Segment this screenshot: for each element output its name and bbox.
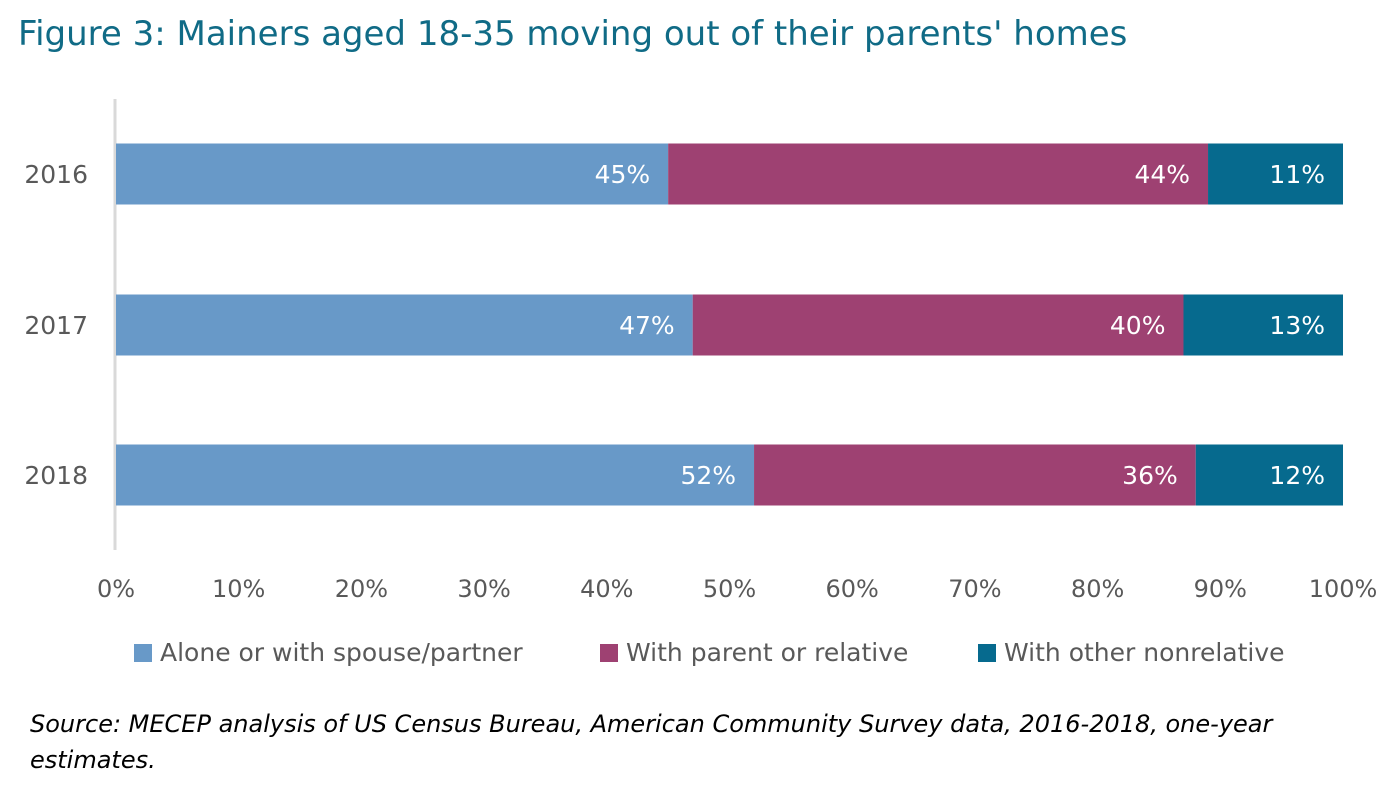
data-label-2018-series-2: 12%	[1269, 461, 1325, 490]
bar-2017-series-1	[692, 294, 1184, 356]
x-tick-label-0: 0%	[97, 575, 135, 603]
bar-2017-series-0	[116, 294, 693, 356]
data-label-2017-series-0: 47%	[619, 311, 675, 340]
legend-label-parent: With parent or relative	[626, 638, 909, 667]
bar-2016-series-2	[1208, 143, 1343, 205]
legend-item-alone: Alone or with spouse/partner	[134, 638, 523, 667]
legend-swatch-alone	[134, 643, 152, 662]
x-tick-label-2: 20%	[335, 575, 388, 603]
data-label-2016-series-2: 11%	[1269, 160, 1325, 189]
y-tick-label-2018: 2018	[24, 461, 88, 490]
legend-label-nonrelative: With other nonrelative	[1004, 638, 1285, 667]
bar-2018-series-0	[116, 444, 755, 506]
x-tick-label-4: 40%	[580, 575, 633, 603]
x-tick-label-7: 70%	[948, 575, 1001, 603]
legend-swatch-parent	[600, 643, 618, 662]
x-tick-label-5: 50%	[703, 575, 756, 603]
data-label-2018-series-1: 36%	[1122, 461, 1178, 490]
x-tick-label-8: 80%	[1071, 575, 1124, 603]
legend-item-nonrelative: With other nonrelative	[978, 638, 1285, 667]
legend-label-alone: Alone or with spouse/partner	[160, 638, 523, 667]
data-label-2016-series-1: 44%	[1134, 160, 1190, 189]
bar-2016-series-0	[116, 143, 669, 205]
bar-2018-series-1	[754, 444, 1196, 506]
source-note: Source: MECEP analysis of US Census Bure…	[30, 710, 1273, 774]
data-label-2018-series-0: 52%	[680, 461, 736, 490]
y-tick-label-2017: 2017	[24, 311, 88, 340]
data-label-2016-series-0: 45%	[595, 160, 651, 189]
legend-item-parent: With parent or relative	[600, 638, 908, 667]
x-tick-label-6: 60%	[826, 575, 879, 603]
data-label-2017-series-2: 13%	[1269, 311, 1325, 340]
chart-legend: Alone or with spouse/partner With parent…	[0, 638, 1397, 672]
stacked-bar-chart: 2016 45% 44% 11% 2017 47% 40% 13% 2018 52% 36% 12% 0…	[24, 99, 1378, 603]
chart-title: Figure 3: Mainers aged 18-35 moving out …	[18, 14, 1128, 54]
legend-swatch-nonrelative	[978, 643, 996, 662]
bar-2018-series-2	[1195, 444, 1343, 506]
bar-2017-series-2	[1183, 294, 1343, 356]
bar-2016-series-1	[668, 143, 1209, 205]
x-tick-label-1: 10%	[212, 575, 265, 603]
x-tick-label-10: 100%	[1309, 575, 1378, 603]
data-label-2017-series-1: 40%	[1110, 311, 1166, 340]
y-tick-label-2016: 2016	[24, 160, 88, 189]
x-tick-label-9: 90%	[1194, 575, 1247, 603]
x-tick-label-3: 30%	[457, 575, 510, 603]
